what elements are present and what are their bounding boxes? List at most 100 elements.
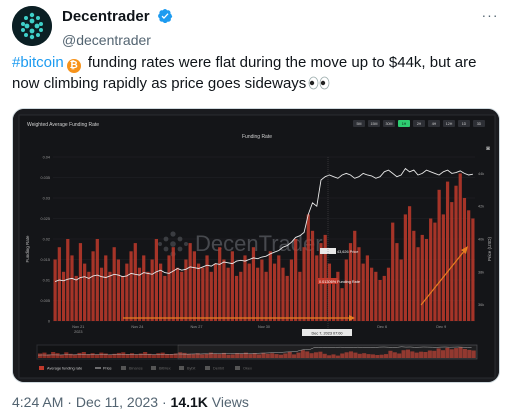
funding-bar [268, 251, 272, 321]
navigator-bar [252, 353, 257, 358]
funding-bar [294, 239, 298, 321]
price-line [54, 167, 473, 283]
range-label: 2H [417, 122, 422, 126]
camera-icon[interactable]: ◙ [486, 146, 490, 152]
funding-bar [256, 267, 260, 321]
tweet-body: funding rates were flat during the move … [12, 54, 477, 92]
navigator-bar [147, 353, 152, 358]
separator: · [67, 394, 72, 410]
navigator-bar [116, 352, 121, 358]
funding-bar [407, 206, 412, 321]
navigator-bar [305, 351, 310, 358]
range-button-30m[interactable] [383, 120, 395, 127]
x-tick-label: Dec 6 [377, 325, 387, 329]
navigator-bar [217, 354, 222, 358]
funding-bar [437, 189, 441, 321]
navigator-bar [182, 352, 187, 358]
funding-bar [467, 210, 471, 321]
navigator-bar [462, 349, 467, 358]
hashtag-link[interactable]: #bitcoin [12, 54, 64, 71]
navigator-bar [208, 352, 213, 358]
funding-bar [272, 263, 277, 321]
funding-bar [188, 243, 192, 321]
tweet-time[interactable]: 4:24 AM [12, 394, 64, 410]
navigator-bar [257, 354, 262, 358]
range-button-4h[interactable] [428, 120, 440, 127]
funding-bar [243, 255, 247, 321]
navigator-bar [125, 354, 130, 358]
author-block: Decentrader @decentrader [62, 8, 173, 48]
funding-bar [184, 259, 188, 321]
funding-bar [327, 263, 332, 321]
funding-bar [196, 263, 201, 321]
navigator-bar [156, 353, 161, 358]
x-tick-label: Nov 27 [190, 325, 202, 329]
tweet-footer: 4:24 AM · Dec 11, 2023 · 14.1K Views [12, 394, 249, 410]
range-button-15m[interactable] [368, 120, 380, 127]
navigator-bar [129, 353, 135, 358]
range-label: 3D [477, 122, 482, 126]
left-tick-label: 0.035 [40, 176, 50, 180]
navigator-bar [77, 352, 82, 358]
tooltip-price: 43,626 Price [337, 250, 358, 254]
funding-bar [87, 271, 91, 321]
legend-swatch [39, 366, 44, 370]
funding-bar [289, 259, 294, 321]
funding-bar [53, 259, 57, 321]
navigator-bar [195, 353, 200, 358]
navigator-bar [90, 353, 95, 358]
funding-bar [163, 275, 167, 321]
navigator-bar [283, 353, 288, 358]
navigator-bar [243, 352, 248, 358]
legend-label: Okex [243, 367, 252, 371]
navigator-bar [401, 350, 406, 358]
navigator-bar [296, 352, 301, 358]
more-options-icon[interactable]: ··· [481, 7, 499, 23]
navigator-bar [64, 352, 69, 358]
left-tick-label: 0.03 [43, 197, 50, 201]
funding-bar [315, 255, 319, 321]
legend-swatch [205, 366, 210, 370]
navigator-bar [112, 353, 117, 358]
navigator-bar [366, 354, 371, 358]
avatar[interactable] [12, 6, 52, 46]
handle[interactable]: @decentrader [62, 32, 151, 48]
range-button-5m[interactable] [353, 120, 365, 127]
funding-bar [104, 255, 108, 321]
funding-bar [357, 247, 361, 321]
navigator-bar [38, 353, 43, 358]
funding-bar [137, 267, 142, 321]
navigator-line [37, 346, 472, 356]
funding-bar [205, 255, 209, 321]
range-button-1d[interactable] [458, 120, 470, 127]
chart-image[interactable]: Weighted Average Funding Rate 5M 15M 30M 1H… [12, 108, 500, 383]
navigator-window[interactable] [177, 344, 478, 360]
navigator-bar [265, 353, 270, 358]
funding-bar [336, 271, 340, 321]
navigator-bar [99, 352, 104, 358]
funding-bar [285, 275, 289, 321]
navigator-bar [151, 354, 156, 358]
navigator-bar [384, 354, 389, 358]
navigator-bar [449, 349, 454, 358]
funding-bar [192, 251, 196, 321]
navigator-bar [200, 354, 205, 358]
range-button-2h[interactable] [413, 120, 425, 127]
tweet-date[interactable]: Dec 11, 2023 [75, 394, 159, 410]
funding-bar [171, 247, 175, 321]
funding-bar [150, 259, 154, 321]
funding-bar [281, 267, 285, 321]
navigator-bar [221, 352, 227, 358]
navigator-bar [467, 349, 472, 358]
tweet-text: #bitcoin ₿ funding rates were flat during… [12, 52, 500, 96]
navigator-bar [440, 350, 446, 358]
funding-bar [277, 255, 281, 321]
range-button-1h[interactable] [398, 120, 410, 127]
range-button-12h[interactable] [443, 120, 455, 127]
navigator-bar [379, 354, 384, 358]
navigator-bars [38, 347, 476, 358]
range-button-3d[interactable] [473, 120, 485, 127]
display-name[interactable]: Decentrader [62, 8, 150, 25]
range-label: 12H [446, 122, 453, 126]
funding-bar [83, 263, 87, 321]
